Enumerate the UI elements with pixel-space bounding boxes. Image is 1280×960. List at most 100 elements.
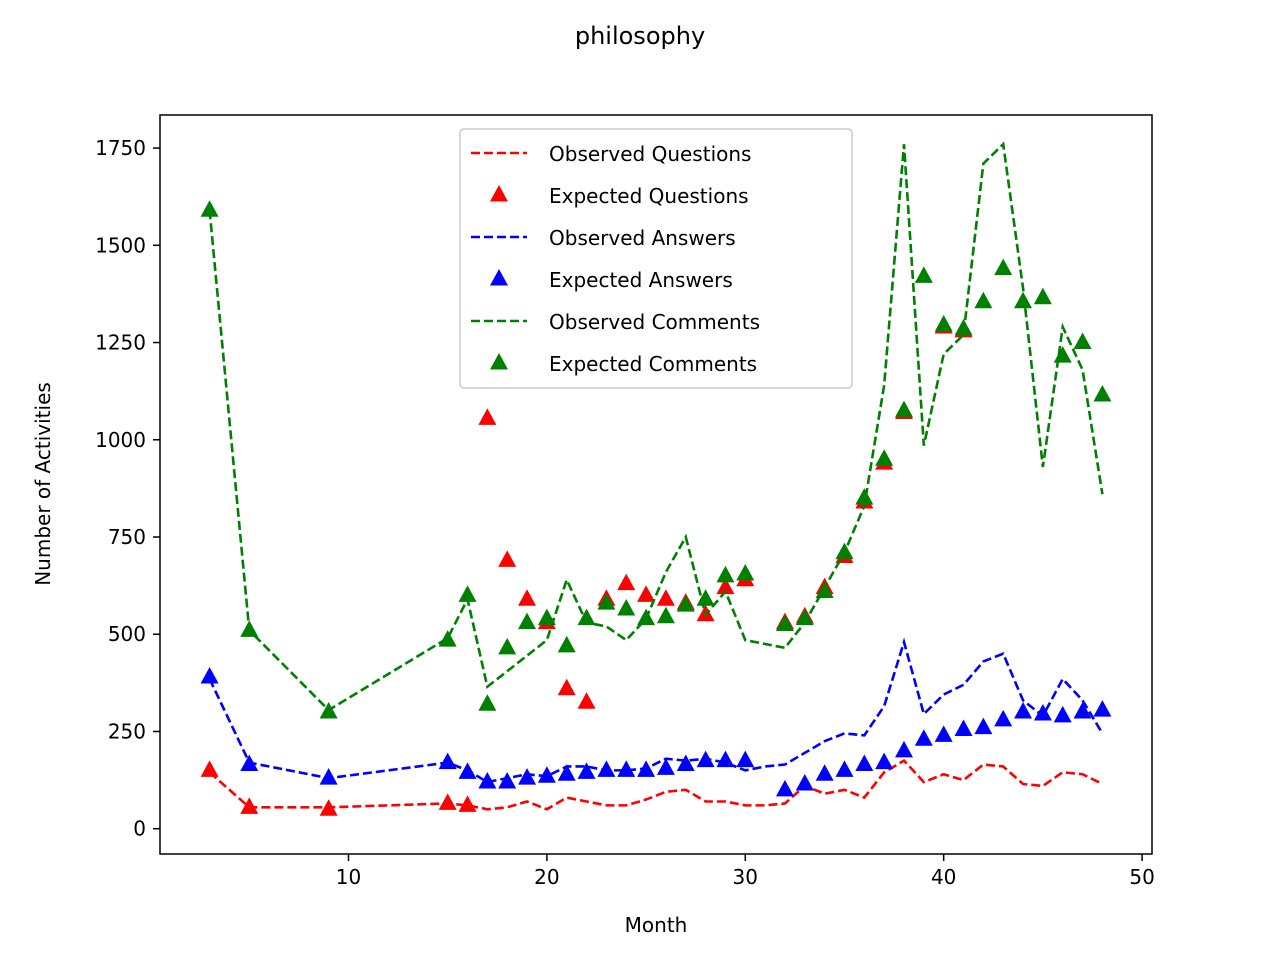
x-axis: 10 20 30 40 50 bbox=[336, 854, 1155, 889]
expected-comments-marker bbox=[914, 266, 933, 283]
expected-answers-marker bbox=[795, 773, 814, 791]
x-tick-label: 40 bbox=[931, 865, 956, 889]
expected-answers-marker bbox=[775, 779, 794, 797]
expected-answers-marker bbox=[1033, 703, 1052, 721]
expected-questions-marker bbox=[577, 692, 596, 709]
expected-answers-marker bbox=[319, 768, 338, 785]
legend-marker-swatch bbox=[490, 269, 508, 286]
expected-comments-marker bbox=[954, 318, 973, 336]
legend-marker-swatch bbox=[490, 353, 508, 370]
observed-questions-line bbox=[208, 759, 1103, 811]
expected-answers-marker bbox=[1073, 702, 1092, 719]
expected-comments-marker bbox=[1033, 287, 1052, 305]
x-axis-label: Month bbox=[625, 913, 688, 937]
expected-comments-marker bbox=[1073, 332, 1092, 350]
expected-comments-marker bbox=[240, 620, 259, 637]
expected-answers-marker bbox=[676, 754, 695, 772]
expected-comments-marker bbox=[835, 542, 854, 560]
expected-answers-marker bbox=[240, 754, 259, 772]
expected-questions-marker bbox=[458, 795, 477, 812]
expected-comments-marker bbox=[458, 585, 477, 602]
expected-answers-marker bbox=[934, 725, 953, 742]
expected-questions-marker bbox=[200, 760, 219, 777]
x-tick-label: 50 bbox=[1129, 865, 1154, 889]
expected-answers-marker bbox=[518, 768, 537, 785]
expected-comments-marker bbox=[200, 200, 219, 217]
expected-answers-marker bbox=[478, 772, 497, 789]
legend-label: Observed Questions bbox=[549, 142, 751, 166]
expected-questions-marker bbox=[319, 799, 338, 816]
expected-comments-marker bbox=[716, 565, 735, 583]
y-tick-label: 1750 bbox=[95, 136, 146, 160]
expected-answers-marker bbox=[537, 766, 556, 783]
expected-answers-marker bbox=[200, 667, 219, 684]
expected-comments-marker bbox=[895, 400, 913, 418]
legend-box bbox=[459, 128, 853, 389]
expected-comments-marker bbox=[637, 608, 656, 626]
observed-answers-line bbox=[208, 637, 1104, 784]
legend-label: Observed Comments bbox=[549, 310, 760, 334]
expected-questions-marker bbox=[617, 573, 636, 591]
expected-answers-marker bbox=[736, 750, 755, 768]
legend-marker-swatch bbox=[490, 185, 508, 202]
legend-label: Expected Answers bbox=[549, 268, 733, 292]
expected-comments-marker bbox=[656, 606, 675, 624]
expected-comments-marker bbox=[676, 595, 695, 612]
expected-comments-marker bbox=[617, 598, 636, 616]
expected-questions-marker bbox=[557, 678, 576, 696]
expected-comments-marker bbox=[815, 581, 834, 598]
expected-answers-marker bbox=[835, 760, 854, 777]
expected-answers-marker bbox=[597, 760, 616, 777]
expected-answers-marker bbox=[855, 754, 874, 772]
expected-questions-marker bbox=[656, 589, 675, 606]
expected-answers-marker bbox=[438, 752, 457, 770]
expected-questions-marker bbox=[518, 589, 537, 606]
expected-comments-marker bbox=[518, 612, 537, 630]
expected-answers-marker bbox=[815, 764, 834, 781]
series-layer bbox=[200, 141, 1112, 816]
expected-comments-marker bbox=[557, 635, 576, 653]
y-tick-label: 1500 bbox=[95, 233, 146, 257]
expected-answers-marker bbox=[895, 740, 913, 758]
expected-questions-marker bbox=[438, 793, 457, 810]
expected-questions-marker bbox=[478, 408, 497, 425]
y-axis-label: Number of Activities bbox=[31, 382, 55, 586]
observed-comments-line bbox=[208, 141, 1104, 712]
expected-answers-marker bbox=[557, 764, 576, 781]
expected-comments-marker bbox=[577, 608, 596, 626]
expected-comments-marker bbox=[775, 614, 794, 632]
x-tick-label: 20 bbox=[534, 865, 559, 889]
expected-questions-marker bbox=[716, 577, 735, 595]
expected-questions-marker bbox=[637, 585, 656, 602]
expected-comments-marker bbox=[795, 608, 814, 626]
x-tick-label: 10 bbox=[336, 865, 361, 889]
y-axis: 0 250 500 750 1000 1250 1500 1750 bbox=[95, 136, 160, 841]
expected-comments-marker bbox=[855, 488, 874, 505]
expected-comments-marker bbox=[498, 637, 517, 655]
expected-answers-marker bbox=[498, 772, 517, 789]
y-tick-label: 1000 bbox=[95, 428, 146, 452]
expected-comments-marker bbox=[478, 694, 497, 711]
expected-answers-marker bbox=[974, 717, 993, 735]
expected-comments-marker bbox=[319, 702, 338, 719]
y-tick-label: 750 bbox=[108, 525, 146, 549]
expected-comments-marker bbox=[736, 563, 755, 581]
expected-comments-marker bbox=[1093, 385, 1112, 402]
expected-comments-marker bbox=[537, 608, 556, 626]
legend-label: Expected Comments bbox=[549, 352, 757, 376]
expected-answers-marker bbox=[1053, 705, 1072, 723]
expected-answers-marker bbox=[637, 760, 656, 777]
expected-comments-marker bbox=[597, 593, 616, 610]
expected-answers-marker bbox=[716, 750, 735, 768]
expected-comments-marker bbox=[994, 258, 1013, 276]
expected-answers-marker bbox=[1093, 700, 1112, 717]
expected-questions-marker bbox=[498, 550, 517, 567]
chart-title: philosophy bbox=[575, 22, 705, 50]
expected-comments-marker bbox=[438, 630, 457, 647]
y-tick-label: 500 bbox=[108, 622, 146, 646]
legend: Observed Questions Expected Questions Obse… bbox=[459, 128, 853, 389]
expected-questions-marker bbox=[240, 797, 259, 814]
expected-comments-marker bbox=[974, 291, 993, 309]
